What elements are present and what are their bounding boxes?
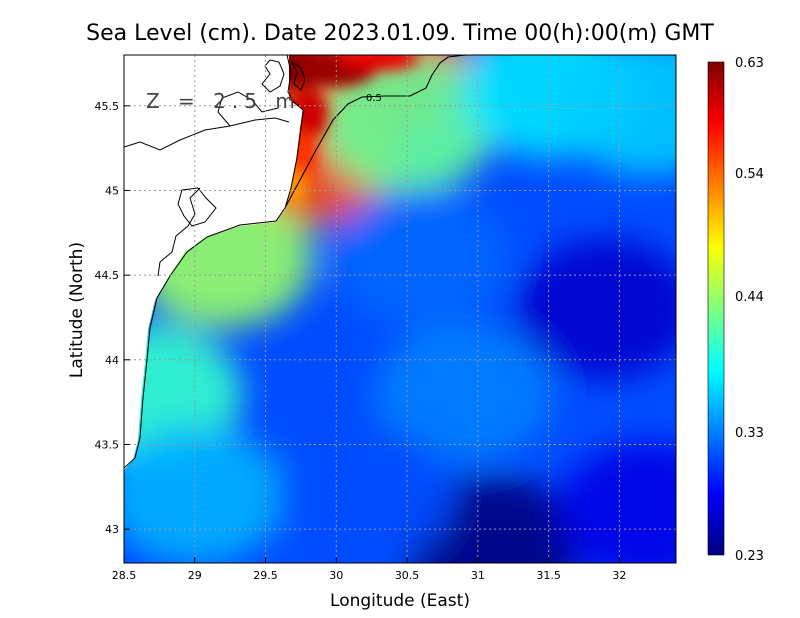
field-sample <box>124 425 285 563</box>
colorbar-tick-label: 0.63 <box>735 56 764 71</box>
colorbar-tick-label: 0.23 <box>735 549 764 564</box>
coastline <box>124 55 304 469</box>
y-tick-label: 44 <box>105 354 119 367</box>
y-tick-label: 43 <box>105 523 119 536</box>
field-sample <box>331 188 512 329</box>
field-sample <box>557 55 676 176</box>
lake-outline <box>177 187 217 227</box>
colorbar-tick-label: 0.33 <box>735 426 764 441</box>
plot-frame <box>123 54 677 564</box>
y-tick-label: 45 <box>105 184 119 197</box>
x-tick-label: 28.5 <box>112 569 137 582</box>
x-tick-label: 29.5 <box>253 569 278 582</box>
x-axis-ticks: 28.5 29 29.5 30 30.5 31 31.5 32 <box>112 557 626 582</box>
lake-outline <box>261 59 306 93</box>
field-high-cell <box>338 55 419 71</box>
x-tick-label: 31 <box>471 569 485 582</box>
y-tick-label: 43.5 <box>95 438 120 451</box>
contour-line-0-5 <box>285 55 467 207</box>
y-tick-label: 44.5 <box>95 269 120 282</box>
x-tick-label: 30 <box>329 569 343 582</box>
colorbar-ticks: 0.23 0.33 0.44 0.54 0.63 <box>735 56 764 564</box>
colorbar <box>707 61 725 556</box>
field-sample <box>274 425 455 563</box>
field-sample <box>317 55 498 193</box>
field-sample <box>557 442 676 563</box>
y-axis-ticks: 43 43.5 44 44.5 45 45.5 <box>95 100 130 536</box>
colorbar-tick-label: 0.44 <box>735 290 764 305</box>
coastline-inland <box>124 91 290 277</box>
x-tick-label: 32 <box>612 569 626 582</box>
sea-level-field <box>124 55 676 563</box>
field-sample <box>515 239 676 379</box>
y-axis-label: Latitude (North) <box>67 242 87 378</box>
chart-title: Sea Level (cm). Date 2023.01.09. Time 00… <box>86 21 714 46</box>
x-tick-label: 29 <box>188 569 202 582</box>
x-tick-label: 30.5 <box>395 569 420 582</box>
plot-area: 0.5 <box>124 55 676 563</box>
land-mask <box>124 55 303 470</box>
colorbar-tick-label: 0.54 <box>735 167 764 182</box>
depth-label: Z = 2.5 m <box>146 89 301 113</box>
field-sample <box>373 323 554 464</box>
contour-label: 0.5 <box>366 93 382 104</box>
x-axis-label: Longitude (East) <box>330 591 470 611</box>
y-tick-label: 45.5 <box>95 100 120 113</box>
grid <box>124 55 676 563</box>
x-tick-label: 31.5 <box>536 569 561 582</box>
